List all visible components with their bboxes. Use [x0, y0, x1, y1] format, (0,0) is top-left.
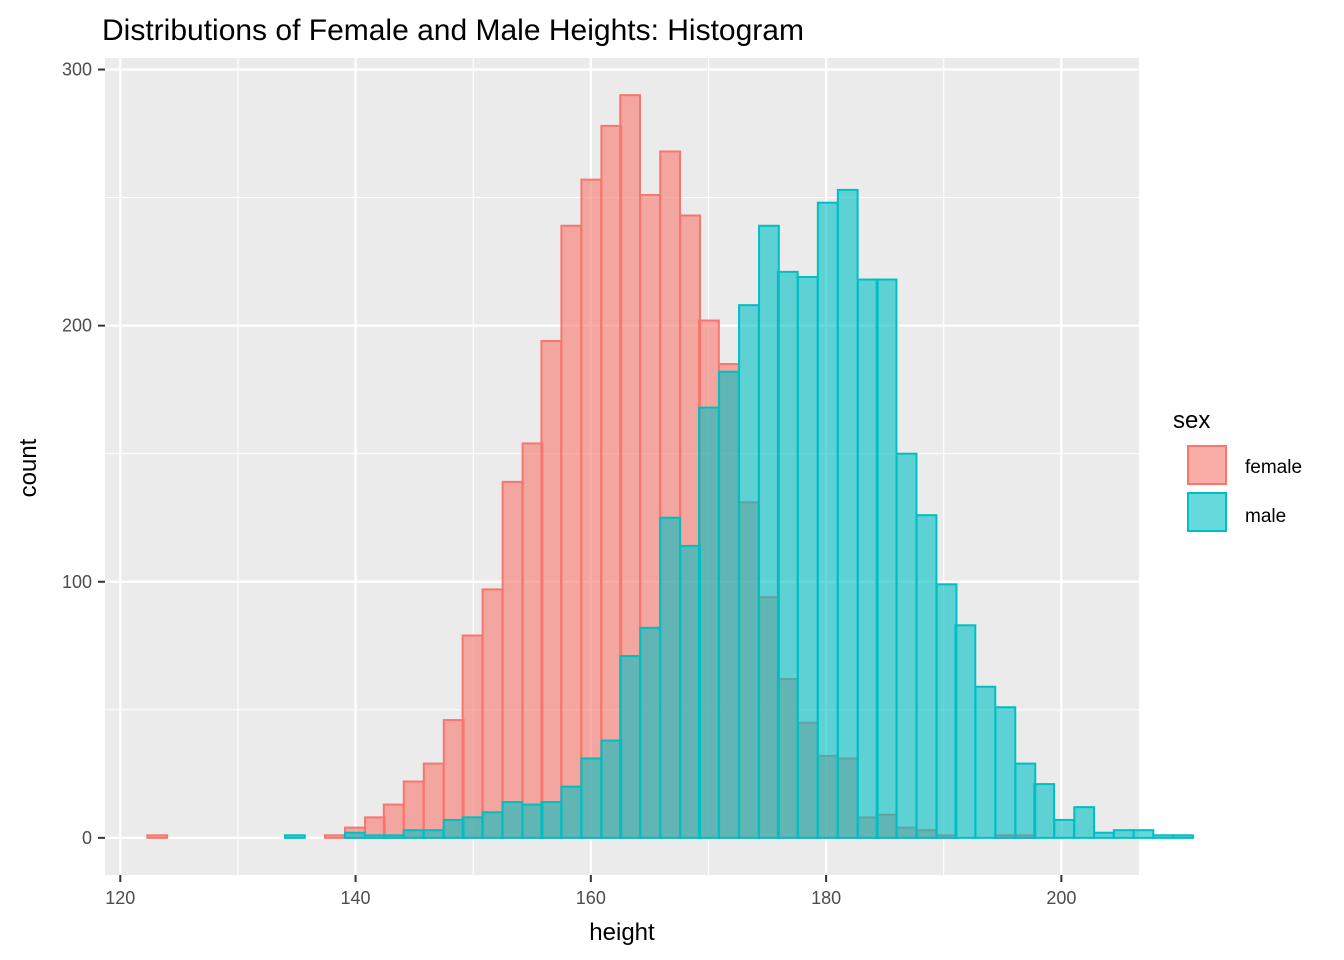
bar-male — [461, 816, 484, 839]
y-axis: 0 100 200 300 — [62, 60, 105, 848]
y-tick-label: 200 — [62, 316, 92, 336]
bar-male — [895, 452, 918, 839]
bar-male — [521, 803, 544, 839]
bar-male — [738, 304, 760, 839]
bar-male — [283, 834, 306, 839]
legend-item-female: female — [1187, 445, 1302, 485]
bar-male — [776, 270, 799, 839]
bar-male — [974, 685, 997, 839]
bar-male — [659, 516, 681, 839]
bar-male — [796, 275, 819, 839]
bar-male — [954, 624, 977, 839]
y-tick-label: 100 — [62, 572, 92, 592]
bar-female — [461, 634, 484, 839]
bar-male — [935, 583, 958, 839]
x-tick-label: 200 — [1046, 888, 1076, 908]
bar-male — [1014, 762, 1037, 839]
y-tick-label: 300 — [62, 60, 92, 80]
bar-male — [836, 188, 859, 839]
bar-male — [600, 739, 623, 839]
bar-male — [1053, 818, 1076, 839]
chart-title: Distributions of Female and Male Heights… — [102, 14, 804, 47]
legend-swatch-male — [1187, 492, 1227, 532]
bar-male — [363, 834, 386, 839]
x-tick-label: 160 — [576, 888, 606, 908]
bar-male — [501, 801, 524, 839]
bar-female — [580, 178, 603, 839]
x-axis-title: height — [589, 919, 655, 946]
bar-male — [856, 278, 879, 839]
bar-male — [540, 801, 563, 839]
bar-male — [718, 370, 740, 839]
y-tick-label: 0 — [82, 828, 92, 848]
legend-label-male: male — [1245, 506, 1286, 527]
legend-title: sex — [1173, 407, 1210, 434]
bar-male — [1152, 834, 1175, 839]
bar-female — [540, 340, 563, 839]
bar-female — [382, 803, 405, 839]
bar-male — [619, 655, 641, 839]
bar-male — [580, 757, 603, 839]
bars-male — [283, 188, 1194, 839]
bar-male — [1112, 829, 1135, 839]
bar-male — [560, 785, 583, 839]
bar-female — [481, 588, 504, 839]
x-tick-label: 120 — [105, 888, 135, 908]
bar-female — [323, 834, 346, 839]
bar-male — [481, 811, 504, 839]
y-axis-title: count — [15, 438, 42, 497]
x-axis: 120 140 160 180 200 — [105, 875, 1076, 908]
bar-female — [560, 224, 583, 839]
bar-male — [875, 278, 898, 839]
bar-female — [146, 834, 169, 839]
bar-male — [915, 514, 938, 839]
legend-swatch-female — [1187, 445, 1227, 485]
legend: sex female male — [1173, 407, 1302, 532]
bar-male — [758, 224, 780, 839]
bar-male — [1172, 834, 1194, 839]
x-tick-label: 180 — [811, 888, 841, 908]
bar-male — [994, 706, 1017, 839]
bar-male — [1093, 831, 1115, 839]
legend-label-female: female — [1245, 457, 1302, 478]
bar-male — [442, 818, 465, 839]
bar-male — [816, 201, 839, 839]
x-tick-label: 140 — [341, 888, 371, 908]
bar-male — [402, 829, 425, 839]
bar-male — [382, 834, 405, 839]
bar-female — [501, 480, 524, 839]
bar-male — [679, 544, 701, 839]
bar-female — [422, 762, 445, 839]
bar-female — [521, 442, 544, 839]
legend-item-male: male — [1187, 492, 1286, 532]
bar-male — [343, 831, 366, 839]
bar-male — [639, 626, 661, 839]
bar-female — [600, 124, 623, 839]
bar-male — [1073, 806, 1096, 839]
bar-male — [698, 406, 720, 839]
bar-male — [1033, 783, 1056, 839]
bar-male — [422, 829, 445, 839]
bar-male — [1132, 829, 1155, 839]
